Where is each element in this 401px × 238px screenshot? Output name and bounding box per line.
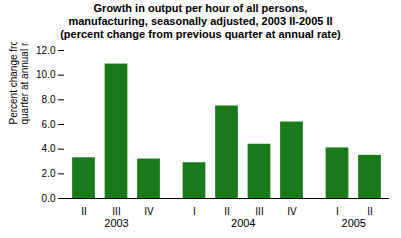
svg-text:Percent change from previousqu: Percent change from previousquarter at a…	[8, 42, 30, 125]
svg-text:2005: 2005	[342, 216, 366, 228]
svg-text:2003: 2003	[104, 216, 128, 228]
svg-text:III: III	[112, 205, 120, 216]
svg-text:8.0: 8.0	[42, 94, 56, 105]
svg-text:IV: IV	[287, 205, 297, 216]
svg-text:2004: 2004	[231, 216, 255, 228]
svg-text:II: II	[367, 205, 373, 216]
svg-text:II: II	[81, 205, 87, 216]
svg-text:I: I	[193, 205, 196, 216]
svg-text:IV: IV	[144, 205, 154, 216]
svg-text:12.0: 12.0	[36, 44, 56, 55]
svg-text:I: I	[336, 205, 339, 216]
svg-text:4.0: 4.0	[42, 143, 56, 154]
svg-text:10.0: 10.0	[36, 69, 56, 80]
svg-text:III: III	[255, 205, 263, 216]
svg-text:2.0: 2.0	[42, 168, 56, 179]
svg-text:6.0: 6.0	[42, 118, 56, 129]
svg-text:0.0: 0.0	[42, 192, 56, 203]
svg-text:II: II	[224, 205, 230, 216]
html-text:Growth in output per hour of a: Growth in output per hour of all persons…	[60, 2, 341, 41]
